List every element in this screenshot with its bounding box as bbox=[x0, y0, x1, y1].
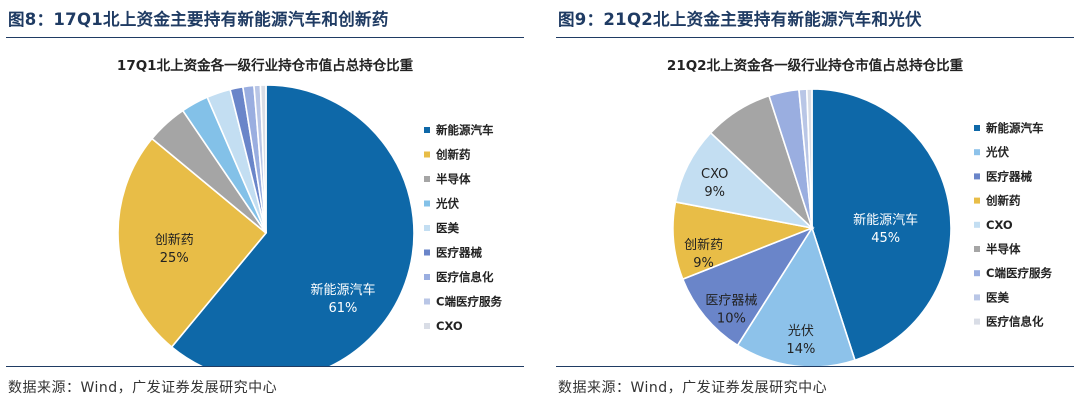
chart-title: 17Q1北上资金各一级行业持仓市值占总持仓比重 bbox=[117, 57, 414, 74]
source-rule bbox=[6, 366, 524, 367]
legend-swatch bbox=[974, 318, 980, 325]
pie-slice-medical-it bbox=[805, 88, 813, 229]
legend-swatch bbox=[424, 274, 430, 280]
legend-label: 半导体 bbox=[436, 172, 471, 186]
slice-label: 新能源汽车 bbox=[310, 282, 375, 298]
legend-swatch bbox=[424, 200, 430, 207]
slice-percent-label: 10% bbox=[717, 312, 746, 327]
legend-label: 医疗信息化 bbox=[986, 315, 1044, 329]
title-rule bbox=[556, 37, 1074, 38]
title-rule bbox=[6, 37, 524, 38]
legend-swatch bbox=[424, 323, 430, 329]
legend-swatch bbox=[424, 151, 430, 158]
legend-swatch bbox=[974, 149, 980, 156]
figure-8-panel: 图8：17Q1北上资金主要持有新能源汽车和创新药 17Q1北上资金各一级行业持仓… bbox=[0, 0, 530, 403]
figure-title: 图8：17Q1北上资金主要持有新能源汽车和创新药 bbox=[8, 10, 389, 29]
legend-swatch bbox=[974, 294, 980, 301]
source-note: 数据来源：Wind，广发证券发展研究中心 bbox=[8, 380, 278, 396]
slice-label: 光伏 bbox=[788, 324, 814, 339]
legend-label: 医疗信息化 bbox=[436, 270, 494, 284]
pie-chart-container: 17Q1北上资金各一级行业持仓市值占总持仓比重新能源汽车 61% 创新药 25% 新能源… bbox=[6, 46, 524, 366]
pie-slice-medical-devices bbox=[681, 226, 814, 347]
slice-label: 新能源汽车 bbox=[853, 212, 918, 228]
figure-title: 图9：21Q2北上资金主要持有新能源汽车和光伏 bbox=[558, 10, 922, 29]
source-note: 数据来源：Wind，广发证券发展研究中心 bbox=[558, 380, 828, 396]
legend-label: 医疗器械 bbox=[986, 169, 1032, 183]
slice-label: 医疗器械 bbox=[705, 294, 757, 309]
legend-label: 医美 bbox=[986, 290, 1009, 304]
pie-slice-nev bbox=[811, 88, 952, 362]
pie-chart-container: 21Q2北上资金各一级行业持仓市值占总持仓比重新能源汽车 45% 光伏 14% 医疗器械… bbox=[556, 46, 1074, 366]
slice-percent-label: 14% bbox=[786, 342, 815, 357]
legend-swatch bbox=[974, 270, 980, 277]
figure-9-panel: 图9：21Q2北上资金主要持有新能源汽车和光伏 21Q2北上资金各一级行业持仓市… bbox=[550, 0, 1080, 403]
legend-swatch bbox=[974, 246, 980, 252]
slice-label: 创新药 bbox=[684, 237, 723, 253]
legend-label: 新能源汽车 bbox=[986, 121, 1044, 135]
legend-swatch bbox=[424, 249, 430, 256]
legend-swatch bbox=[424, 225, 430, 231]
legend-swatch bbox=[424, 298, 430, 305]
legend-label: 光伏 bbox=[435, 197, 459, 211]
slice-percent-label: 61% bbox=[329, 301, 358, 316]
pie-slice-photovoltaic bbox=[736, 226, 856, 366]
pie-slice-innovative-drug bbox=[672, 201, 815, 281]
legend-label: CXO bbox=[436, 319, 463, 333]
pie-slice-innovative-drug bbox=[117, 137, 268, 349]
legend-label: 半导体 bbox=[986, 242, 1021, 256]
legend-label: 创新药 bbox=[435, 148, 471, 162]
legend-label: 新能源汽车 bbox=[436, 123, 494, 137]
legend-swatch bbox=[974, 197, 980, 204]
legend-swatch bbox=[974, 173, 980, 180]
slice-label: CXO bbox=[701, 167, 728, 182]
legend-swatch bbox=[424, 176, 430, 182]
legend-label: 医美 bbox=[436, 221, 459, 235]
slice-percent-label: 9% bbox=[693, 256, 714, 271]
legend-label: C端医疗服务 bbox=[436, 295, 502, 309]
legend-label: 创新药 bbox=[985, 194, 1021, 208]
legend-swatch bbox=[974, 125, 980, 131]
slice-percent-label: 45% bbox=[871, 231, 900, 246]
slice-percent-label: 25% bbox=[160, 251, 189, 266]
legend-swatch bbox=[974, 221, 980, 228]
legend-label: C端医疗服务 bbox=[986, 266, 1052, 280]
legend-label: CXO bbox=[986, 218, 1013, 232]
legend-label: 医疗器械 bbox=[436, 246, 482, 260]
slice-label: 创新药 bbox=[155, 232, 194, 248]
chart-title: 21Q2北上资金各一级行业持仓市值占总持仓比重 bbox=[667, 57, 964, 74]
legend-swatch bbox=[424, 127, 430, 133]
pie-slice-cxo bbox=[259, 84, 267, 234]
legend-label: 光伏 bbox=[985, 145, 1009, 159]
pie-slice-nev bbox=[170, 84, 415, 366]
slice-percent-label: 9% bbox=[704, 185, 725, 200]
source-rule bbox=[556, 366, 1074, 367]
